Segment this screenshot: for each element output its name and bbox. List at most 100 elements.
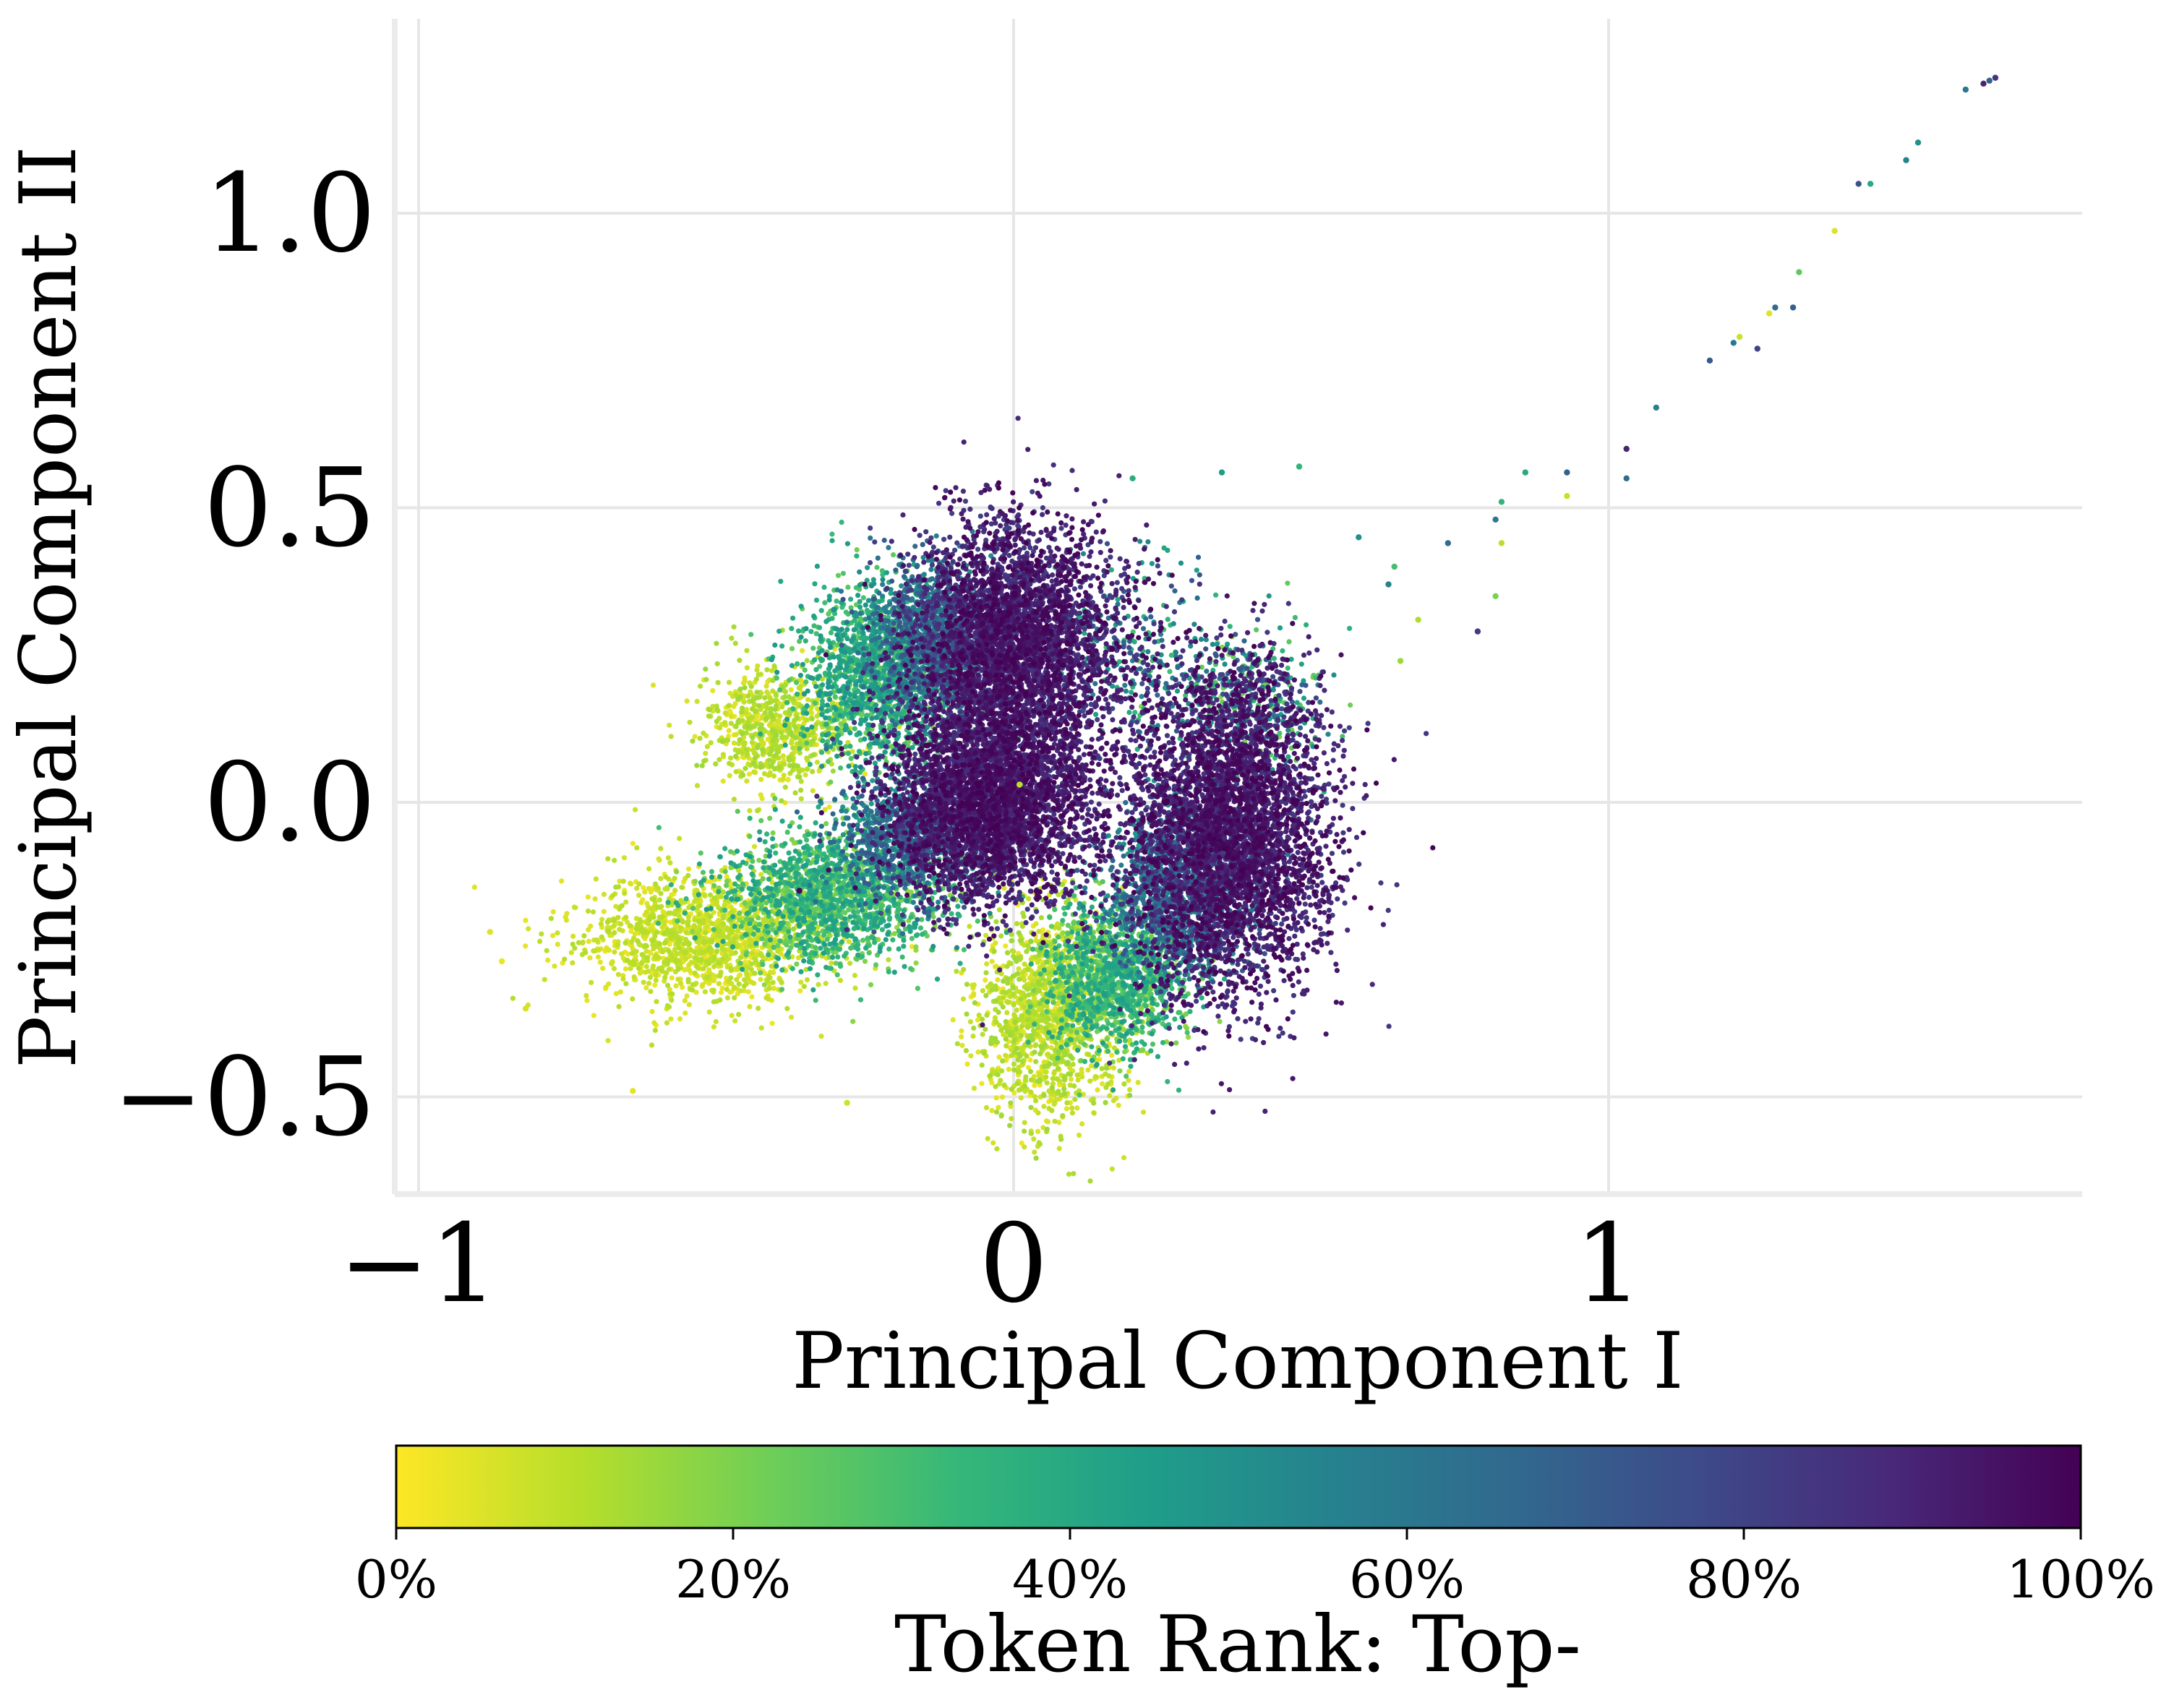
scatter-point — [751, 981, 756, 986]
scatter-point — [720, 956, 725, 961]
scatter-point — [1033, 1059, 1038, 1064]
scatter-point — [677, 945, 682, 950]
scatter-point — [1011, 1062, 1017, 1067]
scatter-point — [791, 927, 796, 932]
scatter-point — [692, 949, 697, 954]
scatter-point — [988, 1041, 993, 1046]
scatter-point — [648, 975, 653, 980]
scatter-point — [998, 933, 1003, 938]
scatter-point — [1056, 995, 1061, 1000]
scatter-point — [602, 909, 607, 914]
scatter-point — [711, 964, 716, 969]
scatter-point — [1036, 929, 1041, 934]
scatter-point — [1066, 923, 1071, 928]
scatter-point — [658, 846, 663, 851]
scatter-point — [1003, 1037, 1009, 1042]
scatter-point — [1015, 971, 1020, 976]
scatter-point — [761, 876, 766, 881]
scatter-point — [1019, 1023, 1024, 1029]
scatter-point — [717, 726, 722, 731]
scatter-point — [740, 773, 745, 778]
scatter-point — [593, 896, 598, 901]
scatter-point — [732, 1018, 737, 1023]
scatter-point — [1040, 977, 1045, 982]
scatter-point — [1069, 1077, 1074, 1082]
scatter-point — [1140, 1047, 1145, 1052]
scatter-point — [1019, 1095, 1024, 1100]
scatter-point — [716, 757, 722, 762]
scatter-point — [675, 937, 680, 943]
scatter-point — [745, 665, 750, 670]
scatter-point — [738, 955, 743, 960]
scatter-point — [654, 930, 659, 935]
scatter-point — [805, 977, 810, 982]
scatter-point — [656, 941, 662, 946]
scatter-point — [1045, 1119, 1050, 1124]
scatter-point — [1348, 703, 1353, 708]
scatter-point — [537, 939, 542, 944]
scatter-point — [706, 713, 711, 718]
scatter-point — [744, 747, 749, 752]
scatter-point — [1121, 1155, 1126, 1160]
scatter-point — [826, 611, 831, 617]
scatter-point — [990, 987, 995, 992]
scatter-point — [774, 693, 779, 698]
scatter-point — [1043, 1070, 1048, 1075]
scatter-point — [762, 918, 767, 923]
scatter-point — [653, 953, 658, 958]
scatter-point — [756, 703, 761, 708]
scatter-point — [829, 961, 834, 966]
scatter-point — [644, 909, 649, 914]
scatter-point — [756, 1005, 761, 1010]
scatter-point — [672, 876, 677, 881]
scatter-point — [855, 547, 860, 552]
scatter-point — [755, 745, 760, 750]
scatter-point — [667, 860, 672, 865]
scatter-point — [623, 915, 628, 920]
scatter-point — [1100, 879, 1105, 884]
scatter-point — [797, 988, 803, 993]
scatter-point — [701, 758, 706, 763]
scatter-point — [792, 724, 797, 729]
scatter-point — [1017, 966, 1022, 971]
scatter-point — [690, 987, 695, 992]
scatter-point — [1041, 1104, 1046, 1109]
scatter-point — [797, 769, 802, 774]
scatter-point — [685, 920, 690, 925]
scatter-point — [753, 958, 758, 963]
scatter-point — [1102, 1010, 1107, 1016]
scatter-point — [782, 773, 787, 778]
scatter-point — [735, 697, 740, 702]
scatter-point — [702, 940, 707, 945]
scatter-point — [989, 1108, 994, 1113]
scatter-point — [803, 668, 808, 673]
scatter-point — [612, 950, 617, 955]
scatter-point — [677, 836, 682, 841]
scatter-point — [1003, 990, 1009, 995]
scatter-point — [700, 763, 705, 768]
scatter-point — [698, 851, 703, 856]
scatter-point — [555, 930, 560, 935]
scatter-point — [544, 948, 549, 953]
scatter-point — [1033, 1098, 1038, 1103]
scatter-point — [795, 763, 800, 768]
scatter-point — [599, 935, 604, 940]
scatter-point — [1056, 1066, 1061, 1071]
scatter-point — [654, 978, 659, 983]
scatter-point — [767, 700, 772, 705]
scatter-point — [971, 1026, 976, 1031]
scatter-point — [607, 948, 612, 953]
scatter-point — [1014, 1046, 1019, 1051]
scatter-point — [638, 971, 643, 976]
scatter-point — [594, 937, 599, 943]
scatter-point — [728, 755, 733, 760]
scatter-point — [747, 771, 752, 776]
scatter-point — [732, 741, 737, 746]
scatter-point — [667, 911, 672, 916]
scatter-point — [552, 964, 557, 969]
scatter-point — [779, 980, 784, 985]
scatter-point — [1217, 1019, 1223, 1024]
scatter-point — [643, 985, 649, 990]
scatter-point — [763, 995, 769, 1000]
